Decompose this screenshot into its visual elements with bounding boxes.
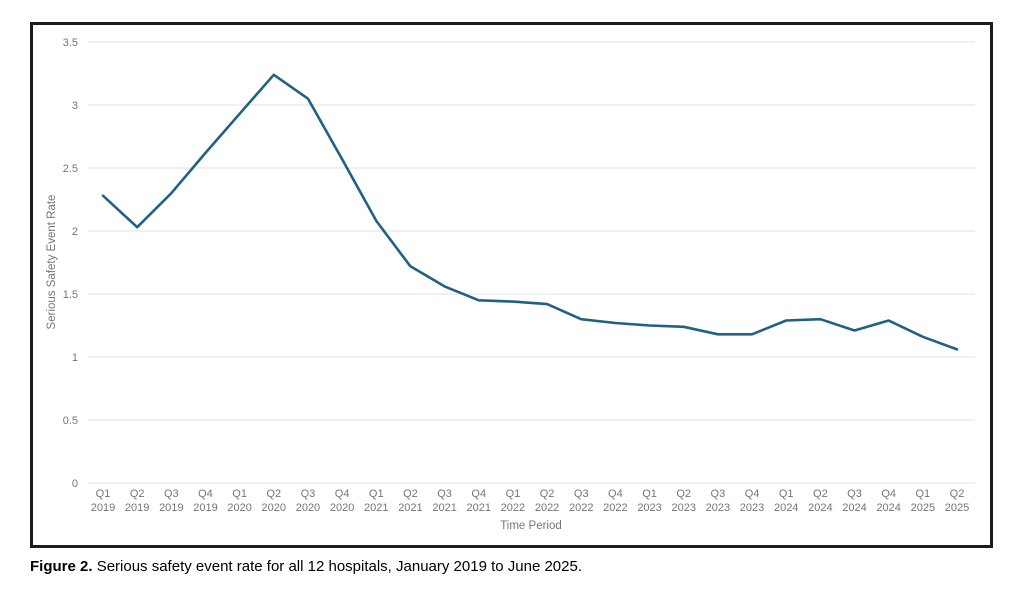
x-tick-quarter-label: Q2: [813, 488, 828, 500]
figure-caption: Figure 2. Serious safety event rate for …: [30, 558, 993, 577]
x-tick-year-label: 2021: [364, 502, 388, 514]
x-tick-quarter-label: Q1: [369, 488, 384, 500]
y-axis-title: Serious Safety Event Rate: [46, 195, 58, 330]
y-tick-label: 1: [72, 352, 78, 364]
y-tick-label: 2.5: [63, 163, 78, 175]
x-axis-title: Time Period: [500, 520, 562, 532]
y-tick-label: 1.5: [63, 289, 78, 301]
x-tick-quarter-label: Q3: [711, 488, 726, 500]
x-tick-quarter-label: Q2: [950, 488, 965, 500]
x-tick-quarter-label: Q2: [403, 488, 418, 500]
x-tick-year-label: 2020: [262, 502, 286, 514]
x-tick-year-label: 2019: [159, 502, 183, 514]
x-tick-quarter-label: Q3: [847, 488, 862, 500]
x-tick-quarter-label: Q1: [915, 488, 930, 500]
x-tick-quarter-label: Q3: [437, 488, 452, 500]
x-tick-quarter-label: Q2: [130, 488, 145, 500]
x-tick-quarter-label: Q1: [642, 488, 657, 500]
x-tick-year-label: 2019: [91, 502, 115, 514]
x-axis-tick-labels: Q1 2019 Q2 2019 Q3 2019 Q4 2019 Q1 2020 Q2 2020 Q3 20…: [91, 488, 969, 514]
x-tick-year-label: 2021: [467, 502, 491, 514]
x-tick-quarter-label: Q2: [676, 488, 691, 500]
y-tick-label: 3.5: [63, 37, 78, 49]
x-tick-year-label: 2020: [330, 502, 354, 514]
x-tick-quarter-label: Q4: [881, 488, 896, 500]
line-chart: 0 0.5 1 1.5 2 2.5 3 3.5 Q1 2019 Q2 2019 Q3 2019 Q4 201…: [46, 37, 975, 532]
x-tick-year-label: 2023: [637, 502, 661, 514]
x-tick-year-label: 2024: [842, 502, 866, 514]
x-tick-year-label: 2024: [808, 502, 832, 514]
x-tick-year-label: 2023: [706, 502, 730, 514]
x-tick-year-label: 2024: [774, 502, 798, 514]
x-tick-year-label: 2022: [603, 502, 627, 514]
x-tick-quarter-label: Q4: [335, 488, 350, 500]
gridlines: [88, 41, 975, 484]
x-tick-year-label: 2020: [227, 502, 251, 514]
x-tick-quarter-label: Q1: [506, 488, 521, 500]
x-tick-quarter-label: Q3: [164, 488, 179, 500]
x-tick-quarter-label: Q4: [198, 488, 213, 500]
x-tick-year-label: 2023: [740, 502, 764, 514]
x-tick-quarter-label: Q2: [266, 488, 281, 500]
series-line: [101, 73, 959, 351]
x-tick-quarter-label: Q3: [301, 488, 316, 500]
y-tick-label: 0: [72, 478, 78, 490]
x-tick-year-label: 2019: [193, 502, 217, 514]
x-tick-year-label: 2022: [535, 502, 559, 514]
x-tick-year-label: 2025: [911, 502, 935, 514]
x-tick-year-label: 2024: [876, 502, 900, 514]
x-tick-year-label: 2020: [296, 502, 320, 514]
x-tick-year-label: 2022: [569, 502, 593, 514]
x-tick-quarter-label: Q1: [232, 488, 247, 500]
x-tick-quarter-label: Q4: [471, 488, 486, 500]
x-tick-quarter-label: Q1: [96, 488, 111, 500]
x-tick-quarter-label: Q4: [608, 488, 623, 500]
x-tick-year-label: 2021: [398, 502, 422, 514]
x-tick-quarter-label: Q2: [540, 488, 555, 500]
x-tick-year-label: 2019: [125, 502, 149, 514]
y-tick-label: 2: [72, 226, 78, 238]
x-tick-year-label: 2025: [945, 502, 969, 514]
figure-caption-label: Figure 2.: [30, 558, 93, 575]
x-tick-year-label: 2023: [671, 502, 695, 514]
y-tick-label: 0.5: [63, 415, 78, 427]
x-tick-year-label: 2021: [432, 502, 456, 514]
x-tick-quarter-label: Q1: [779, 488, 794, 500]
x-tick-year-label: 2022: [501, 502, 525, 514]
x-tick-quarter-label: Q3: [574, 488, 589, 500]
figure-caption-text: Serious safety event rate for all 12 hos…: [96, 558, 582, 575]
y-axis-tick-labels: 0 0.5 1 1.5 2 2.5 3 3.5: [63, 37, 78, 490]
x-tick-quarter-label: Q4: [745, 488, 760, 500]
figure-2-chart-frame: 0 0.5 1 1.5 2 2.5 3 3.5 Q1 2019 Q2 2019 Q3 2019 Q4 201…: [30, 22, 993, 548]
y-tick-label: 3: [72, 100, 78, 112]
